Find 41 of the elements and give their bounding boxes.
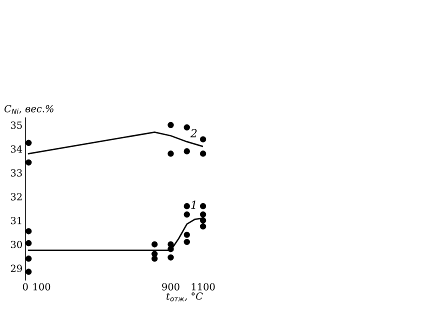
y-tick-label: 31: [10, 216, 22, 224]
point: [184, 148, 190, 154]
x-tick-label: 0: [22, 283, 28, 290]
point: [200, 203, 206, 210]
x-tick-label: 1100: [192, 283, 215, 290]
line-series: [28, 131, 204, 154]
point: [200, 136, 206, 142]
point: [184, 211, 190, 218]
point: [168, 241, 174, 248]
point: [26, 159, 32, 166]
x-axis-title: t$_{отж}$, °C: [166, 292, 203, 302]
point: [200, 217, 206, 224]
point: [168, 246, 174, 252]
x-tick-label: 900: [162, 283, 180, 290]
y-axis-title: C$_{Ni}$, вес.%: [4, 105, 54, 114]
x-tick-label: 100: [33, 283, 50, 290]
point: [184, 124, 190, 130]
point: [151, 241, 158, 248]
y-tick-label: 35: [10, 121, 22, 129]
point: [26, 256, 32, 262]
series-label: 2: [190, 128, 197, 138]
point: [184, 203, 190, 210]
series-label: 1: [191, 200, 196, 209]
point: [168, 122, 174, 128]
point: [26, 228, 32, 234]
point: [184, 232, 190, 238]
point: [200, 211, 206, 218]
point: [26, 240, 32, 246]
point: [184, 238, 190, 246]
point: [200, 150, 206, 157]
point: [200, 223, 206, 230]
point: [26, 268, 32, 275]
y-tick-label: 34: [10, 145, 22, 153]
y-tick-label: 33: [10, 169, 22, 177]
point: [168, 150, 174, 157]
point: [151, 256, 158, 262]
y-tick-label: 32: [10, 193, 22, 200]
y-tick-label: 29: [10, 264, 22, 272]
point: [168, 254, 174, 261]
point: [26, 140, 32, 146]
y-tick-label: 30: [10, 240, 22, 248]
